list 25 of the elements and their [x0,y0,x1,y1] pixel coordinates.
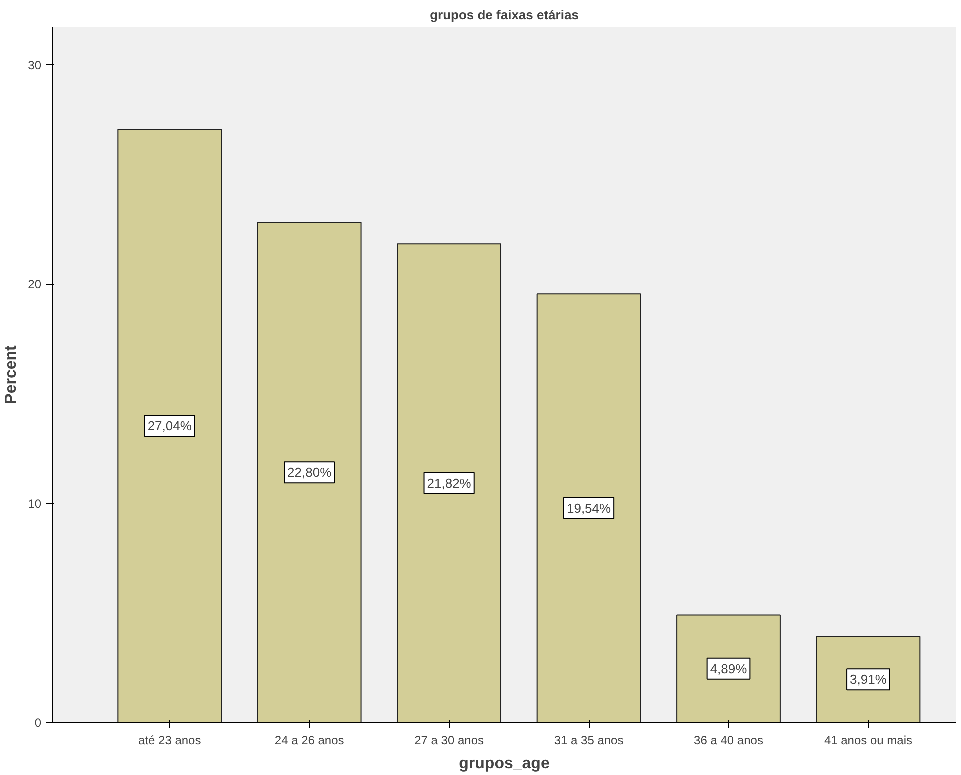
y-tick-label: 20 [28,278,42,292]
data-label: 4,89% [710,661,748,676]
bar [676,614,781,722]
y-axis-title: Percent [3,344,20,404]
data-label: 19,54% [566,500,612,516]
y-tick-label: 0 [34,716,42,730]
x-tick-label: 41 anos ou mais [824,734,913,748]
bar [118,129,222,722]
bar [816,636,921,722]
bar [397,244,502,722]
data-label: 21,82% [427,476,472,491]
chart-title: grupos de faixas etárias [430,8,579,22]
x-tick-label: 36 a 40 anos [694,734,764,748]
x-tick-label: até 23 anos [138,734,202,748]
y-tick-label: 10 [28,496,42,511]
x-tick-label: 27 a 30 anos [414,734,484,748]
data-label: 27,04% [148,418,192,434]
x-axis-title: grupos_age [459,756,550,772]
data-label: 3,91% [850,672,888,688]
y-tick-label: 30 [28,58,42,72]
data-label: 22,80% [288,465,332,480]
bar [536,294,642,722]
x-tick-label: 24 a 26 anos [274,734,344,748]
x-tick-label: 31 a 35 anos [554,734,624,748]
bar [257,222,362,722]
